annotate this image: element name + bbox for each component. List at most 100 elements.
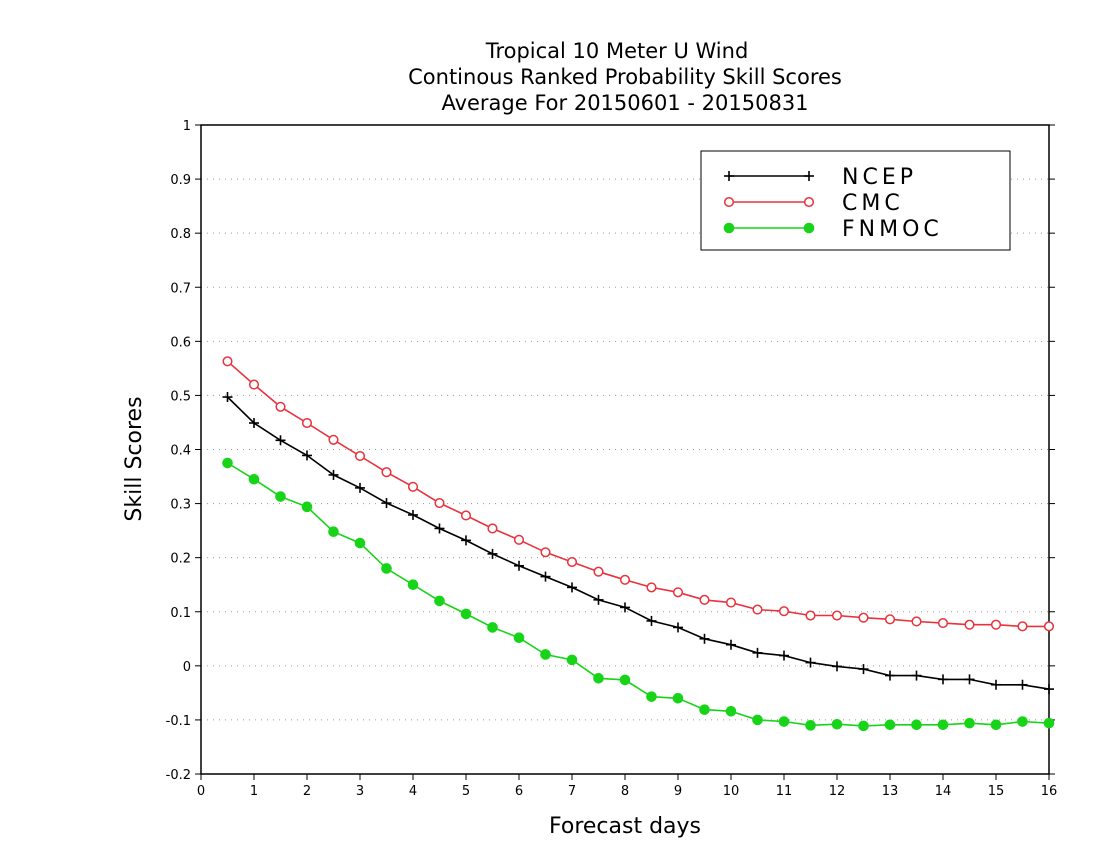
legend-entry-ncep: NCEP [724, 165, 917, 190]
y-tick-label: 0.3 [170, 498, 191, 513]
axis-ticks: -0.2-0.100.10.20.30.40.50.60.70.80.910 1 2… [166, 119, 1058, 799]
chart-title-line-1: Tropical 10 Meter U Wind [485, 39, 749, 63]
data-point [355, 482, 365, 493]
x-tick-label: 10 [723, 784, 740, 799]
data-point [354, 537, 366, 549]
chart-title-line-3: Average For 20150601 - 20150831 [441, 91, 808, 115]
data-point [275, 491, 286, 502]
x-tick-label: 8 [621, 784, 629, 799]
data-point [937, 618, 949, 629]
data-point [725, 705, 737, 717]
x-tick-label: 11 [776, 784, 793, 799]
x-tick-label: 15 [988, 784, 1005, 799]
y-tick-label: 0.9 [170, 173, 191, 188]
x-tick-label: 7 [568, 784, 576, 799]
data-point [990, 619, 1002, 630]
y-tick-label: 0.6 [170, 335, 191, 350]
data-point [1043, 621, 1055, 632]
data-point [275, 401, 286, 412]
data-point [513, 534, 525, 545]
data-point [858, 720, 869, 732]
y-tick-label: 0.4 [170, 444, 191, 459]
data-point [831, 718, 843, 730]
x-tick-label: 0 [197, 784, 205, 799]
data-point [566, 556, 578, 568]
data-point [990, 719, 1002, 731]
data-point [1044, 684, 1054, 695]
data-point [593, 672, 604, 684]
y-tick-label: 0.2 [170, 552, 191, 567]
data-point [248, 379, 260, 390]
data-point [407, 579, 419, 591]
data-point [804, 171, 814, 181]
data-point [460, 608, 472, 620]
data-point [779, 650, 789, 661]
x-tick-label: 6 [515, 784, 523, 799]
data-point [354, 450, 366, 462]
data-point [328, 469, 339, 480]
x-tick-label: 1 [250, 784, 258, 799]
legend-entry-cmc: CMC [723, 191, 900, 216]
data-point [752, 647, 763, 658]
legend-label: NCEP [842, 165, 917, 190]
y-tick-label: 0.7 [170, 281, 191, 296]
data-point [222, 392, 233, 403]
data-point [593, 566, 604, 577]
data-point [1043, 717, 1055, 729]
data-point [937, 719, 949, 731]
data-point [884, 614, 896, 625]
data-point [646, 615, 657, 626]
data-point [726, 639, 736, 650]
data-point [434, 595, 445, 607]
data-point [249, 417, 259, 428]
series-ncep [222, 392, 1054, 695]
data-point [619, 674, 631, 686]
data-point [646, 691, 657, 702]
series-fnmoc [222, 457, 1055, 732]
x-tick-label: 2 [303, 784, 311, 799]
data-point [911, 670, 922, 681]
x-tick-label: 13 [882, 784, 899, 799]
x-tick-label: 4 [409, 784, 417, 799]
data-point [724, 171, 734, 181]
data-point [222, 457, 233, 469]
data-point [301, 501, 313, 513]
data-point [991, 679, 1001, 690]
data-point [540, 547, 551, 558]
data-point [328, 434, 339, 445]
data-point [222, 356, 233, 367]
data-point [911, 616, 922, 627]
data-point [699, 704, 710, 715]
data-point [487, 548, 498, 559]
data-point [778, 606, 790, 617]
x-tick-label: 9 [674, 784, 682, 799]
data-point [725, 597, 737, 608]
x-tick-label: 14 [935, 784, 952, 799]
data-point [381, 563, 392, 574]
data-point [672, 692, 684, 704]
data-point [752, 604, 763, 615]
data-series [222, 356, 1055, 732]
data-point [566, 654, 578, 666]
data-point [328, 526, 339, 538]
y-tick-label: 0 [183, 660, 191, 675]
data-point [408, 509, 418, 520]
data-point [487, 523, 498, 534]
data-point [805, 720, 816, 731]
data-point [487, 622, 498, 633]
y-tick-label: 1 [183, 119, 191, 134]
data-point [805, 657, 816, 668]
data-point [858, 612, 869, 623]
data-point [593, 594, 604, 605]
data-point [540, 571, 551, 582]
data-point [752, 714, 763, 726]
data-point [301, 417, 313, 429]
y-tick-label: 0.5 [170, 389, 191, 404]
data-point [803, 222, 815, 234]
x-tick-label: 16 [1041, 784, 1058, 799]
x-axis-title: Forecast days [549, 814, 701, 839]
data-point [805, 610, 816, 621]
data-point [723, 196, 735, 208]
